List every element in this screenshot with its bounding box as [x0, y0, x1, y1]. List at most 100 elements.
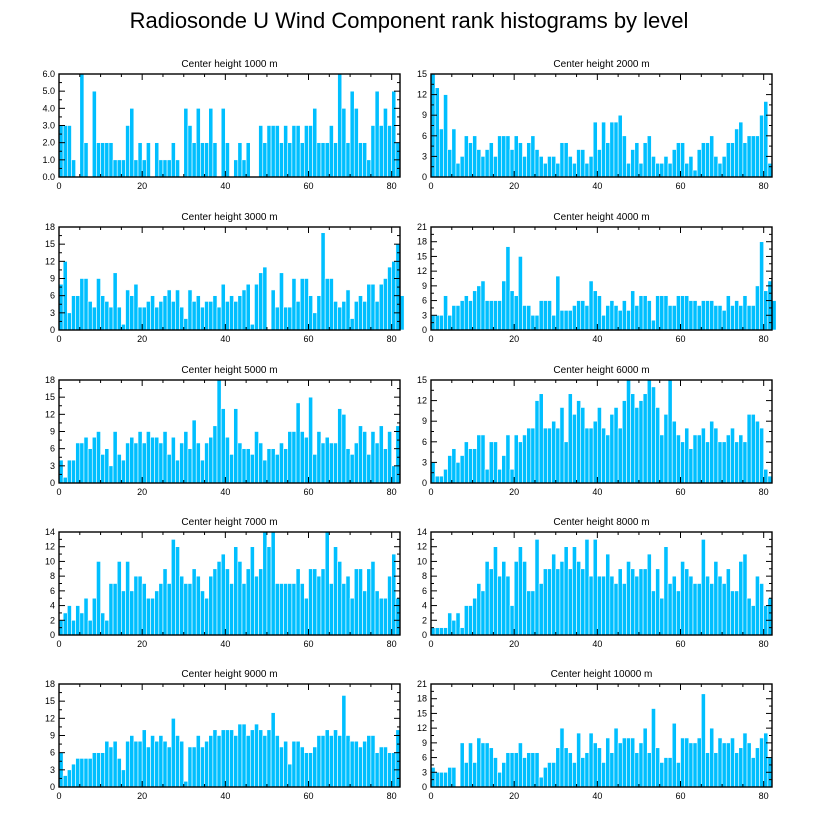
- histogram-bar: [684, 737, 690, 788]
- histogram-bar: [91, 306, 97, 331]
- histogram-bar: [526, 305, 532, 331]
- histogram-bar: [630, 393, 636, 484]
- x-tick-label: 80: [759, 334, 769, 344]
- histogram-bar: [241, 583, 247, 636]
- histogram-bar: [538, 776, 544, 788]
- histogram-bar: [626, 379, 631, 484]
- histogram-bar: [447, 767, 453, 788]
- histogram-bar: [713, 156, 719, 178]
- histogram-bar: [279, 442, 284, 484]
- histogram-bar: [630, 568, 636, 636]
- y-tick-label: 0: [50, 325, 55, 335]
- histogram-bar: [439, 475, 444, 484]
- histogram-bar: [108, 746, 114, 788]
- histogram-bar: [455, 162, 461, 178]
- histogram-bar: [154, 306, 160, 331]
- histogram-bar: [237, 723, 243, 788]
- histogram-bar: [434, 87, 440, 178]
- histogram-bar: [233, 546, 239, 636]
- histogram-bar: [108, 465, 114, 484]
- histogram-bar: [279, 272, 284, 331]
- histogram-bar: [104, 301, 110, 331]
- histogram-bar: [249, 454, 255, 484]
- histogram-bar: [617, 742, 623, 788]
- y-tick-label: 15: [417, 69, 427, 79]
- histogram-bar: [659, 434, 665, 484]
- y-tick-label: 21: [417, 679, 427, 689]
- panel-8: Center height 9000 m 0 20 40 60 80 0 3 6 9 12 15 18: [45, 669, 401, 801]
- histogram-bar: [337, 73, 343, 178]
- x-tick-label: 20: [509, 487, 519, 497]
- histogram-bar: [333, 142, 338, 178]
- histogram-bar: [308, 396, 313, 484]
- histogram-bar: [538, 393, 544, 484]
- histogram-bar: [484, 561, 490, 636]
- histogram-bar: [258, 272, 264, 331]
- histogram-bar: [576, 149, 582, 178]
- histogram-bar: [559, 310, 565, 331]
- histogram-bar: [692, 742, 698, 788]
- histogram-bar: [200, 746, 205, 788]
- y-tick-label: 12: [45, 256, 55, 266]
- histogram-bar: [692, 169, 698, 178]
- histogram-bar: [621, 300, 627, 331]
- histogram-bar: [676, 590, 681, 636]
- histogram-bar: [651, 156, 656, 178]
- histogram-bar: [538, 156, 544, 178]
- histogram-bar: [212, 142, 218, 178]
- histogram-bar: [447, 455, 453, 484]
- histogram-bar: [270, 448, 276, 484]
- histogram-bar: [518, 441, 523, 484]
- histogram-bar: [443, 771, 448, 788]
- histogram-bar: [742, 441, 748, 484]
- histogram-bar: [220, 729, 226, 788]
- x-tick-label: 20: [137, 181, 147, 191]
- histogram-bar: [187, 746, 193, 788]
- histogram-bar: [353, 108, 359, 178]
- histogram-bar: [671, 305, 677, 331]
- histogram-bar: [592, 121, 598, 178]
- histogram-bar: [91, 436, 97, 484]
- histogram-bar: [605, 434, 611, 484]
- y-tick-label: 3.0: [42, 121, 55, 131]
- histogram-bar: [667, 583, 673, 636]
- panel-7: Center height 8000 m 0 20 40 60 80 0 2 4 6 8 10 12 14: [417, 517, 773, 649]
- histogram-bar: [534, 539, 540, 636]
- histogram-bar: [476, 737, 482, 788]
- histogram-bar: [121, 459, 126, 484]
- histogram-bar: [688, 300, 694, 331]
- histogram-bar: [493, 546, 498, 636]
- histogram-bar: [713, 752, 719, 788]
- panel-title: Center height 8000 m: [553, 517, 649, 528]
- histogram-bar: [734, 300, 740, 331]
- histogram-bar: [295, 301, 301, 331]
- histogram-bar: [680, 561, 685, 636]
- y-tick-label: 10: [417, 556, 427, 566]
- histogram-bar: [601, 314, 606, 331]
- x-tick-label: 20: [509, 791, 519, 801]
- histogram-bar: [434, 627, 440, 636]
- histogram-bar: [87, 619, 93, 636]
- histogram-bar: [170, 301, 176, 331]
- histogram-bar: [100, 612, 106, 636]
- y-tick-label: 9: [50, 427, 55, 437]
- histogram-bar: [146, 431, 151, 484]
- y-tick-label: 6: [422, 296, 427, 306]
- histogram-bar: [133, 740, 139, 788]
- histogram-bar: [730, 427, 735, 484]
- histogram-bar: [509, 752, 515, 788]
- histogram-bar: [328, 583, 334, 636]
- histogram-bar: [717, 737, 723, 788]
- histogram-bar: [700, 693, 706, 788]
- histogram-bar: [605, 553, 611, 636]
- histogram-bar: [121, 590, 126, 636]
- histogram-bar: [67, 125, 72, 178]
- histogram-bar: [501, 561, 507, 636]
- histogram-bar: [746, 414, 752, 484]
- histogram-bar: [725, 142, 731, 178]
- histogram-bar: [547, 156, 552, 178]
- histogram-bar: [434, 475, 440, 484]
- histogram-bar: [166, 746, 172, 788]
- histogram-bar: [563, 142, 569, 178]
- panel-title: Center height 5000 m: [181, 365, 277, 376]
